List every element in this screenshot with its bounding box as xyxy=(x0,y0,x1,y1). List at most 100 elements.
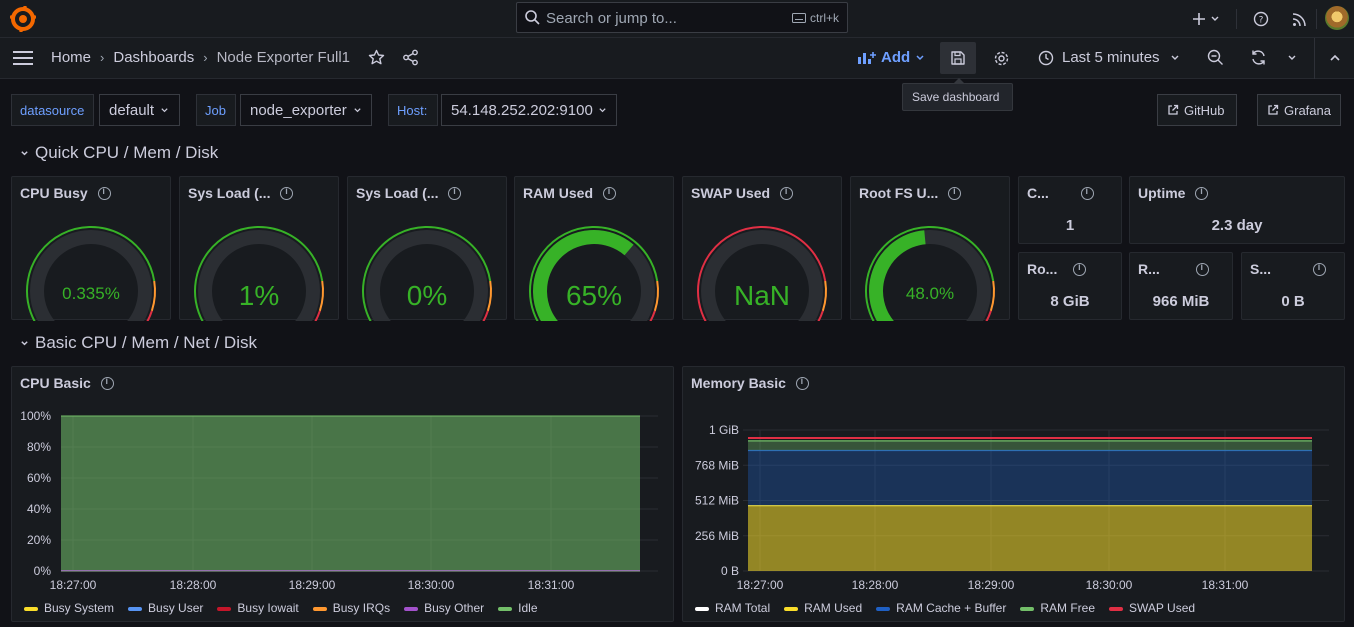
info-icon[interactable] xyxy=(948,186,962,200)
panel-title: Ro... xyxy=(1027,261,1087,277)
star-button[interactable] xyxy=(368,49,385,66)
gauge-panel-root-fs-used[interactable]: Root FS U... 48.0% xyxy=(850,176,1010,321)
add-panel-button[interactable]: Add xyxy=(857,49,925,66)
menu-toggle-button[interactable] xyxy=(12,50,34,66)
gauge-chart: NaN xyxy=(697,226,827,321)
info-icon[interactable] xyxy=(1195,262,1209,276)
gauge-panel-sys-load-5m[interactable]: Sys Load (... 1% xyxy=(179,176,339,321)
legend-swatch xyxy=(217,606,232,611)
user-avatar[interactable] xyxy=(1325,6,1349,30)
gear-icon xyxy=(994,51,1009,66)
star-icon xyxy=(368,49,385,65)
chevron-down-icon xyxy=(916,54,924,60)
legend-swatch xyxy=(498,606,513,611)
legend-item[interactable]: SWAP Used xyxy=(1109,601,1195,615)
legend-item[interactable]: Busy Iowait xyxy=(217,601,299,615)
legend-item[interactable]: Busy IRQs xyxy=(312,601,390,615)
refresh-interval-button[interactable] xyxy=(1287,53,1297,63)
zoom-out-button[interactable] xyxy=(1207,49,1224,66)
job-variable-select[interactable]: node_exporter xyxy=(240,94,372,126)
time-picker[interactable]: Last 5 minutes xyxy=(1038,49,1180,66)
plus-icon xyxy=(1193,13,1205,25)
panel-title: SWAP Used xyxy=(691,185,794,201)
info-icon[interactable] xyxy=(448,186,462,200)
stat-value: 0 B xyxy=(1281,293,1305,310)
share-button[interactable] xyxy=(402,49,419,66)
new-menu-button[interactable] xyxy=(1192,0,1220,38)
info-icon[interactable] xyxy=(1195,186,1209,200)
info-icon[interactable] xyxy=(795,376,809,390)
x-tick-label: 18:27:00 xyxy=(737,578,784,592)
github-link[interactable]: GitHub xyxy=(1157,94,1237,126)
breadcrumb-current: Node Exporter Full1 xyxy=(216,49,350,66)
datasource-variable-select[interactable]: default xyxy=(99,94,180,126)
row-title-label: Basic CPU / Mem / Net / Disk xyxy=(35,333,257,352)
gauge-chart: 1% xyxy=(194,226,324,321)
y-tick-label: 40% xyxy=(27,502,51,516)
breadcrumb-home[interactable]: Home xyxy=(51,49,92,66)
chevron-down-icon xyxy=(1211,16,1219,21)
keyboard-icon xyxy=(791,13,806,23)
grafana-logo-icon[interactable] xyxy=(10,6,36,32)
gauge-threshold-ring xyxy=(146,310,153,321)
gauge-threshold-ring xyxy=(194,226,324,321)
chevron-down-icon xyxy=(1288,55,1296,60)
gauge-value: NaN xyxy=(734,280,790,311)
y-tick-label: 100% xyxy=(20,409,51,423)
news-button[interactable] xyxy=(1292,0,1307,38)
host-variable-select[interactable]: 54.148.252.202:9100 xyxy=(441,94,617,126)
info-icon[interactable] xyxy=(100,376,114,390)
panel-title: Sys Load (... xyxy=(356,185,462,201)
legend-item[interactable]: Idle xyxy=(498,601,538,615)
timeseries-panel-cpu-basic[interactable]: CPU Basic 0% 20% 40% 60% 80% 100% 18:27:00 18:2… xyxy=(11,366,674,622)
y-tick-label: 0 B xyxy=(721,564,739,578)
stat-panel-ram-total[interactable]: R... 966 MiB xyxy=(1129,252,1233,320)
info-icon[interactable] xyxy=(603,186,617,200)
gauge-panel-swap-used[interactable]: SWAP Used NaN xyxy=(682,176,842,321)
gauge-panel-cpu-busy[interactable]: CPU Busy 0.335% xyxy=(11,176,171,321)
gauge-threshold-ring xyxy=(362,226,492,321)
gauge-threshold-ring xyxy=(649,310,656,321)
row-quick-cpu-mem-disk[interactable]: Quick CPU / Mem / Disk xyxy=(20,143,218,163)
add-panel-icon xyxy=(858,52,876,64)
chevron-down-icon xyxy=(599,107,606,112)
legend-item[interactable]: RAM Free xyxy=(1020,601,1095,615)
breadcrumb-separator-icon: › xyxy=(100,50,105,65)
stat-panel-root-fs-total[interactable]: Ro... 8 GiB xyxy=(1018,252,1122,320)
info-icon[interactable] xyxy=(97,186,111,200)
row-basic-cpu-mem-net-disk[interactable]: Basic CPU / Mem / Net / Disk xyxy=(20,333,257,353)
help-button[interactable]: ? xyxy=(1253,0,1269,38)
grafana-link[interactable]: Grafana xyxy=(1257,94,1341,126)
legend-item[interactable]: RAM Cache + Buffer xyxy=(876,601,1006,615)
info-icon[interactable] xyxy=(280,186,294,200)
area-series-ram-used xyxy=(748,505,1312,571)
stat-value: 966 MiB xyxy=(1152,293,1210,310)
breadcrumb-dashboards[interactable]: Dashboards xyxy=(113,49,195,66)
panel-title: CPU Basic xyxy=(20,375,114,391)
legend-item[interactable]: Busy User xyxy=(128,601,203,615)
info-icon[interactable] xyxy=(780,186,794,200)
gauge-value: 65% xyxy=(566,280,622,311)
search-bar[interactable]: Search or jump to... ctrl+k xyxy=(516,2,848,33)
search-icon xyxy=(525,10,540,25)
gauge-track xyxy=(30,230,152,321)
save-dashboard-button[interactable] xyxy=(940,42,976,74)
gauge-panel-ram-used[interactable]: RAM Used 65% xyxy=(514,176,674,321)
gauge-panel-sys-load-15m[interactable]: Sys Load (... 0% xyxy=(347,176,507,321)
legend-item[interactable]: Busy Other xyxy=(404,601,484,615)
gauge-threshold-ring xyxy=(989,280,995,312)
info-icon[interactable] xyxy=(1073,262,1087,276)
settings-button[interactable] xyxy=(993,50,1010,67)
legend-item[interactable]: Busy System xyxy=(24,601,114,615)
info-icon[interactable] xyxy=(1080,186,1094,200)
stat-panel-cpu-cores[interactable]: C... 1 xyxy=(1018,176,1122,244)
refresh-button[interactable] xyxy=(1250,49,1267,66)
info-icon[interactable] xyxy=(1313,262,1327,276)
gauge-track xyxy=(366,230,488,321)
legend-item[interactable]: RAM Total xyxy=(695,601,770,615)
stat-panel-swap-total[interactable]: S... 0 B xyxy=(1241,252,1345,320)
collapse-header-button[interactable] xyxy=(1329,52,1341,64)
legend-item[interactable]: RAM Used xyxy=(784,601,862,615)
stat-panel-uptime[interactable]: Uptime 2.3 day xyxy=(1129,176,1345,244)
timeseries-panel-memory-basic[interactable]: Memory Basic 0 B 256 MiB 512 MiB 768 MiB 1 G… xyxy=(682,366,1345,622)
